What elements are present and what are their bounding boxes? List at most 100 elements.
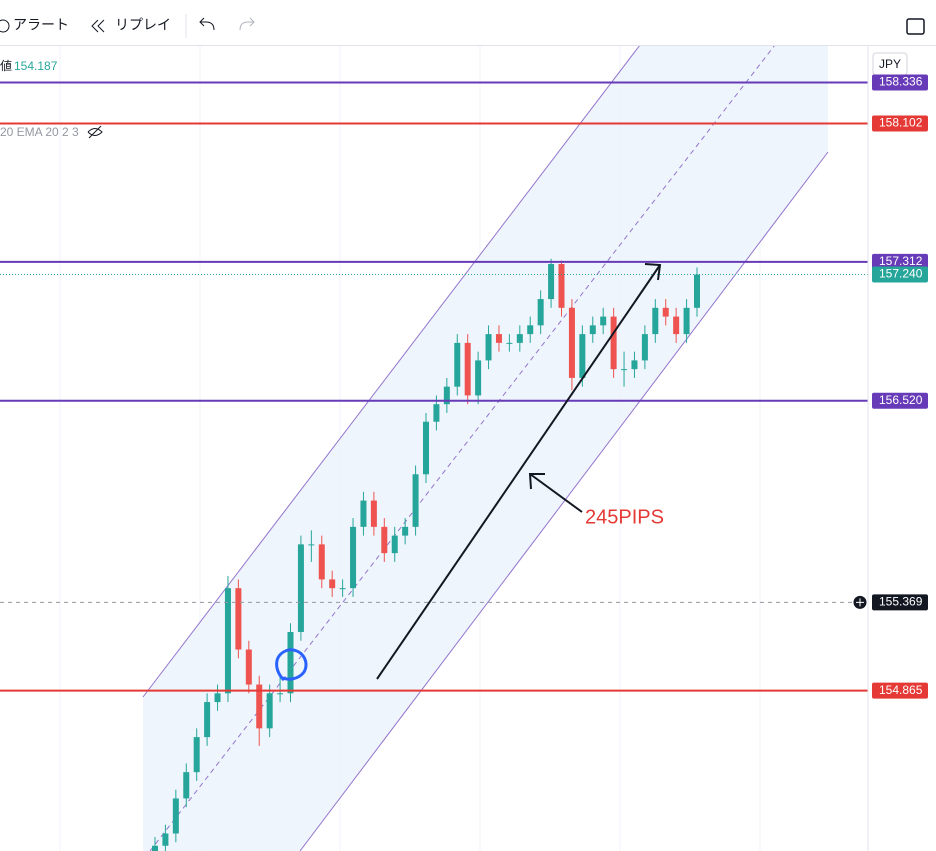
candle-body	[568, 307, 575, 378]
candle-body	[256, 684, 263, 729]
candle-body	[423, 421, 429, 475]
candle-body	[193, 737, 200, 773]
replay-button[interactable]: リプレイ	[115, 17, 171, 33]
candle-body	[266, 693, 273, 729]
candle-body	[600, 316, 607, 326]
candle-body	[235, 588, 242, 650]
toolbar: アラート リプレイ	[0, 0, 936, 46]
candle-body	[475, 360, 482, 396]
candle-body	[297, 544, 304, 632]
price-tag	[872, 392, 928, 409]
candle-body	[204, 702, 211, 738]
candle-body	[412, 474, 419, 527]
price-tag-label: 157.312	[879, 254, 923, 268]
grid	[59, 45, 761, 851]
price-tag	[872, 266, 928, 283]
candle-body	[673, 316, 680, 335]
candle-body	[433, 404, 440, 422]
candle-body	[495, 334, 502, 343]
legend-prefix: 値	[0, 58, 12, 73]
candle-body	[370, 500, 377, 527]
candle-body	[214, 693, 221, 703]
candles	[152, 258, 700, 851]
annotation: 245PIPS	[585, 506, 664, 528]
candle-body	[350, 526, 357, 589]
candle-body	[329, 579, 336, 589]
pointer-head	[528, 473, 545, 490]
candle-body	[579, 334, 586, 378]
candle-body	[224, 588, 231, 694]
price-axis	[867, 45, 936, 851]
fullscreen[interactable]	[906, 18, 925, 35]
candle-body	[516, 334, 523, 343]
candle-body	[610, 316, 617, 370]
candle-body	[443, 386, 450, 405]
candle-body	[621, 369, 628, 371]
price-tag	[872, 74, 928, 91]
candle-body	[537, 299, 544, 326]
price-tag-label: 158.336	[879, 75, 923, 89]
replay-icon[interactable]	[91, 19, 105, 33]
indicator-label: 20 EMA 20 2 3	[0, 125, 79, 139]
price-tag-label: 156.520	[879, 393, 923, 407]
channel-fill	[143, 45, 828, 851]
candle-body	[152, 845, 158, 851]
alert-button[interactable]: アラート	[13, 17, 69, 33]
arrow	[376, 264, 661, 680]
candle-body	[558, 264, 565, 308]
candle-body	[694, 274, 700, 308]
candle-body	[339, 588, 346, 590]
candle-body	[245, 649, 252, 685]
candle-body	[652, 307, 659, 335]
candle-body	[631, 360, 638, 370]
marker-circle	[275, 648, 308, 682]
candle-body	[162, 833, 169, 846]
arrow-head	[644, 263, 662, 281]
candle-body	[683, 307, 690, 335]
candle-body	[527, 325, 534, 335]
candle-body	[172, 798, 179, 834]
candle-body	[454, 342, 461, 387]
price-tag-label: 154.865	[879, 683, 923, 697]
price-tag-label: 158.102	[879, 116, 923, 130]
candle-body	[183, 772, 190, 799]
candle-body	[506, 342, 513, 344]
undo[interactable]	[199, 17, 215, 31]
candle-body	[464, 342, 471, 396]
channel-median	[149, 44, 776, 851]
candle-body	[287, 631, 294, 694]
alert-icon[interactable]	[0, 19, 10, 33]
candle-body	[391, 535, 398, 554]
price-tag-label: 155.369	[879, 595, 923, 609]
candle-body	[318, 544, 325, 580]
channel-lower	[299, 151, 829, 851]
candle-body	[589, 325, 596, 335]
currency: JPY	[879, 57, 901, 71]
hide-icon[interactable]	[87, 125, 103, 139]
drawings: 245PIPS	[275, 263, 664, 682]
candle-body	[548, 264, 555, 300]
price-tag	[872, 253, 928, 270]
legend: 値 154.187 20 EMA 20 2 3	[0, 58, 103, 139]
price-tag	[872, 594, 928, 611]
candle-body	[277, 693, 284, 695]
candle-body	[662, 307, 669, 317]
candle-body	[402, 526, 409, 536]
candle-body	[308, 544, 315, 546]
toolbar-bg	[0, 0, 936, 45]
legend-price: 154.187	[14, 59, 58, 73]
price-tag	[872, 115, 928, 132]
pointer	[529, 473, 583, 513]
axis-labels: JPY 158.336 158.102 157.312 156.520 154.865 1…	[852, 52, 928, 699]
add-alert-plus	[856, 598, 864, 607]
redo[interactable]	[239, 17, 255, 31]
candle-body	[485, 334, 492, 361]
levels	[0, 81, 868, 692]
candle-body	[360, 500, 367, 527]
axis-bg	[868, 45, 936, 851]
price-tag-label: 157.240	[879, 267, 923, 281]
candle-body	[641, 334, 648, 361]
